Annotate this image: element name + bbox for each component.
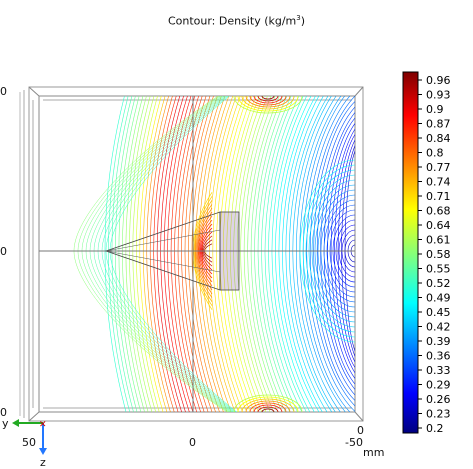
colorbar-tick-label: 0.61	[426, 234, 451, 247]
triad-y-label: y	[2, 417, 9, 430]
contour-line	[233, 96, 303, 114]
cone-body	[104, 211, 240, 291]
colorbar-tick-label: 0.29	[426, 379, 451, 392]
colorbar-tick-label: 0.49	[426, 292, 451, 305]
chart-title: Contour: Density (kg/m3)	[167, 14, 306, 28]
left-tick-top: 0	[0, 85, 7, 98]
colorbar-tick-label: 0.52	[426, 277, 451, 290]
center-axes	[39, 96, 355, 412]
contour-line	[125, 96, 149, 412]
contour-line	[240, 96, 274, 412]
colorbar-tick-label: 0.9	[426, 103, 444, 116]
contour-line	[245, 96, 291, 108]
contour-line	[249, 402, 287, 412]
x-tick-50: 50	[22, 436, 36, 449]
colorbar-tick-label: 0.42	[426, 321, 451, 334]
triad-z-label: z	[40, 456, 46, 469]
colorbar-tick-label: 0.8	[426, 147, 444, 160]
colorbar-tick-label: 0.71	[426, 190, 451, 203]
contour-line	[245, 400, 291, 412]
contour-line	[132, 96, 157, 412]
x-axis-unit: mm	[363, 446, 384, 459]
colorbar-gradient	[402, 71, 419, 434]
left-tick-mid: 0	[0, 245, 7, 258]
colorbar-tick-label: 0.36	[426, 350, 451, 363]
contour-line	[249, 96, 287, 106]
axis-triad: ✕ y z	[2, 417, 47, 469]
colorbar-tick-label: 0.33	[426, 364, 451, 377]
colorbar-tick-label: 0.39	[426, 335, 451, 348]
contour-line	[233, 96, 267, 412]
contour-line	[241, 96, 295, 110]
contour-line	[253, 96, 283, 104]
bottom-axis-ticks: 50 0 -50 0 mm	[22, 424, 384, 459]
left-axis-ticks: 0 0 0	[0, 85, 7, 419]
x-axis-marker-icon: ✕	[39, 420, 47, 430]
x-tick-neg50: -50	[345, 436, 363, 449]
contour-line	[253, 404, 283, 412]
density-contours	[73, 96, 355, 412]
colorbar-tick-label: 0.93	[426, 89, 451, 102]
colorbar-tick-label: 0.2	[426, 422, 444, 435]
colorbar-ticks: 0.960.930.90.870.840.80.770.740.710.680.…	[418, 74, 451, 435]
colorbar-tick-label: 0.45	[426, 306, 451, 319]
x-tick-0: 0	[189, 436, 196, 449]
contour-line	[261, 96, 275, 100]
x-axis-zero-right: 0	[357, 424, 364, 437]
contour-line	[257, 406, 279, 412]
colorbar-tick-label: 0.58	[426, 248, 451, 261]
contour-line	[237, 396, 299, 412]
contour-line	[237, 96, 299, 112]
colorbar-tick-label: 0.84	[426, 132, 451, 145]
colorbar-tick-label: 0.23	[426, 408, 451, 421]
colorbar-tick-label: 0.26	[426, 393, 451, 406]
colorbar-tick-label: 0.74	[426, 176, 451, 189]
contour-line	[257, 96, 279, 102]
colorbar: 0.960.930.90.870.840.80.770.740.710.680.…	[402, 71, 451, 435]
colorbar-tick-label: 0.96	[426, 74, 451, 87]
colorbar-tick-label: 0.87	[426, 118, 451, 131]
contour-line	[241, 398, 295, 412]
contour-line	[261, 408, 275, 412]
contour-line	[233, 394, 303, 412]
colorbar-tick-label: 0.64	[426, 219, 451, 232]
colorbar-tick-label: 0.55	[426, 263, 451, 276]
left-tick-bottom: 0	[0, 406, 7, 419]
contour-line	[188, 96, 216, 412]
colorbar-tick-label: 0.68	[426, 205, 451, 218]
colorbar-tick-label: 0.77	[426, 161, 451, 174]
